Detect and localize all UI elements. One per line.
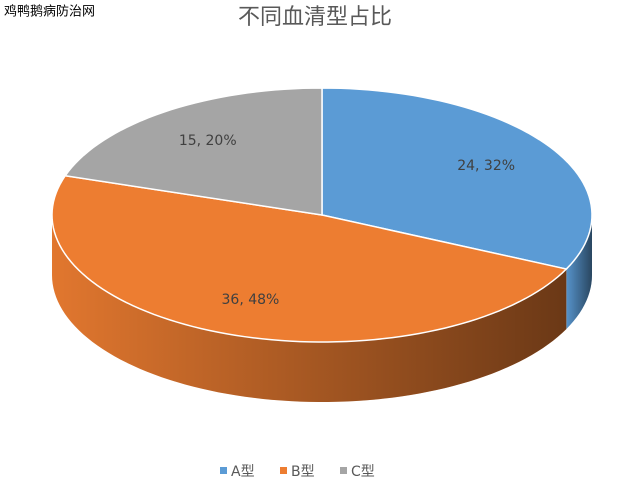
slice bbox=[51, 174, 568, 343]
legend-swatch bbox=[340, 467, 347, 474]
slice bbox=[63, 87, 323, 216]
slice-side-shade bbox=[52, 215, 567, 402]
legend-label: C型 bbox=[351, 464, 375, 480]
legend-label: B型 bbox=[291, 464, 315, 480]
data-label: 15, 20% bbox=[179, 133, 237, 149]
watermark: 鸡鸭鹅病防治网 bbox=[4, 4, 95, 20]
slice bbox=[321, 87, 593, 270]
legend-swatch bbox=[220, 467, 227, 474]
legend-swatch bbox=[280, 467, 287, 474]
chart-title: 不同血清型占比 bbox=[238, 5, 392, 30]
data-label: 24, 32% bbox=[457, 158, 515, 174]
legend-label: A型 bbox=[231, 464, 255, 480]
data-label: 36, 48% bbox=[222, 292, 280, 308]
